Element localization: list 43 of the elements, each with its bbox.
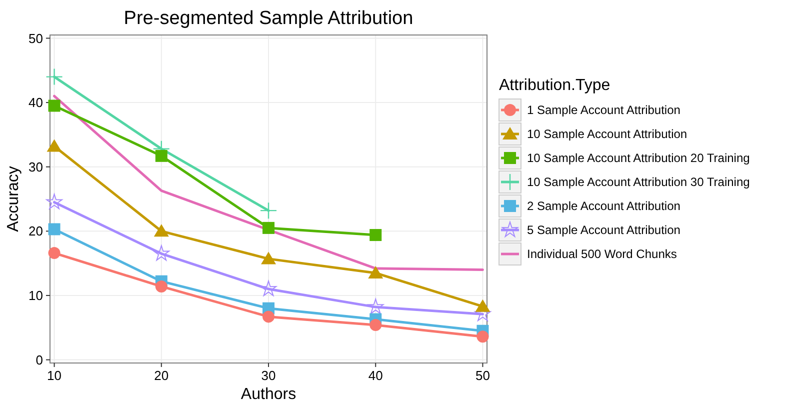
point [262,222,274,234]
point [155,150,168,162]
legend-label: 10 Sample Account Attribution [527,127,688,142]
y-tick-label: 30 [28,159,43,174]
point [153,245,170,261]
x-axis-title: Authors [240,386,296,403]
legend-label: 1 Sample Account Attribution [527,103,680,118]
point [370,229,382,242]
point [48,223,60,236]
y-tick-label: 50 [28,30,43,46]
point [368,298,384,314]
x-tick-label: 30 [261,368,276,383]
point [48,100,60,112]
point [48,247,60,260]
point [476,330,489,343]
point [260,280,277,296]
legend-label: Individual 500 Word Chunks [527,247,677,262]
legend-label: 10 Sample Account Attribution 30 Training [527,175,750,190]
x-tick-label: 20 [154,368,169,383]
y-tick-label: 0 [36,352,43,368]
point [368,266,384,278]
x-tick-label: 10 [47,368,62,383]
legend-label: 10 Sample Account Attribution 20 Training [527,151,750,166]
point [46,139,62,152]
y-tick-label: 20 [28,224,43,239]
y-tick-label: 10 [28,288,43,304]
point [154,224,169,237]
y-tick-label: 40 [28,95,43,110]
point [260,202,278,220]
point [46,68,63,86]
y-axis-title: Accuracy [5,166,22,232]
x-tick-label: 40 [368,368,383,383]
legend-label: 2 Sample Account Attribution [527,199,680,214]
point [261,252,276,264]
point [475,299,490,312]
legend-label: 5 Sample Account Attribution [527,223,680,238]
point [46,194,62,210]
point [262,310,274,323]
point [370,319,382,332]
x-tick-label: 50 [475,368,490,383]
legend-title: Attribution.Type [499,77,610,94]
chart-title: Pre-segmented Sample Attribution [124,8,414,29]
point [155,280,168,292]
